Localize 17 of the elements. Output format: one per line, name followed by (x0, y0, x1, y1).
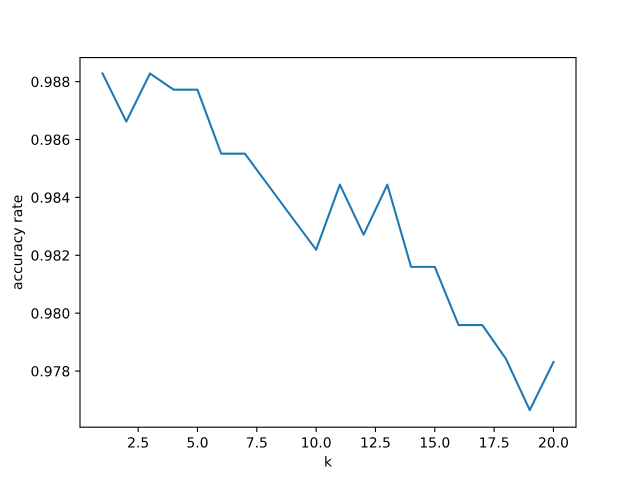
x-tick-label: 7.5 (246, 437, 267, 448)
y-tick-label: 0.986 (31, 134, 70, 145)
line-series (102, 72, 554, 412)
x-tick-label: 5.0 (188, 437, 208, 448)
x-tick-label: 2.5 (128, 437, 148, 448)
y-tick-label: 0.980 (31, 308, 70, 319)
x-tick-label: 10.0 (302, 437, 331, 448)
y-tick-label: 0.982 (31, 250, 69, 261)
x-tick-label: 12.5 (362, 437, 390, 448)
x-tick-label: 17.5 (480, 437, 508, 448)
y-tick-label: 0.978 (31, 366, 70, 377)
x-axis-title: k (325, 456, 332, 466)
y-tick-label: 0.988 (31, 76, 70, 88)
y-tick-label: 0.984 (31, 192, 70, 203)
x-tick-label: 20.0 (539, 437, 568, 448)
x-tick-label: 15.0 (420, 437, 450, 448)
y-axis-title: accuracy rate (12, 195, 25, 290)
